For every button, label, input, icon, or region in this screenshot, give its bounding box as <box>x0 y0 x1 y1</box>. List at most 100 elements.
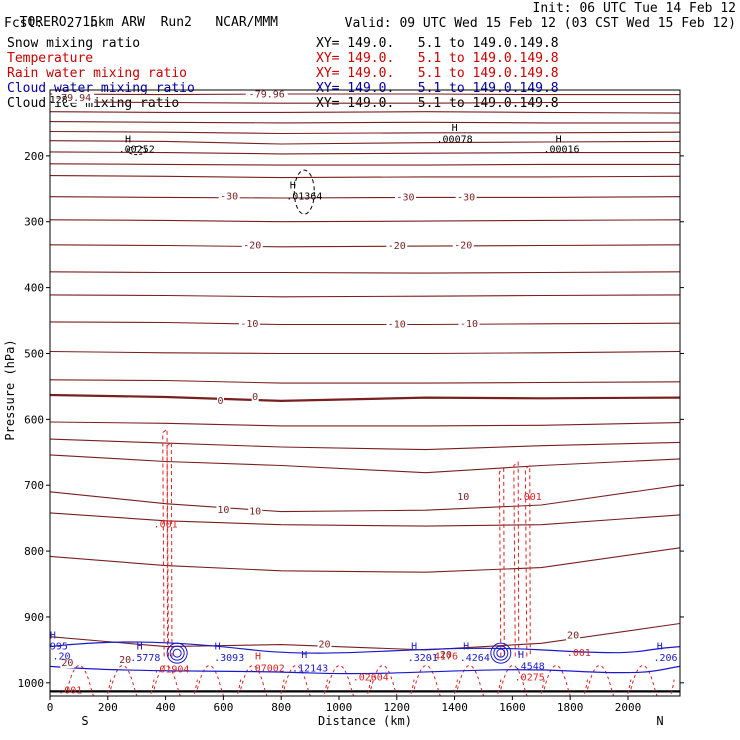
legend-item: Temperature <box>7 51 94 66</box>
cloud-water-label: .206 <box>654 653 678 664</box>
x-tick-label: 0 <box>47 701 54 714</box>
y-tick-label: 800 <box>24 545 44 558</box>
cloud-water-label: .1995 <box>38 642 68 653</box>
north-label: N <box>656 714 663 728</box>
temperature-label: 20 <box>319 640 331 651</box>
y-tick-label: 600 <box>24 413 44 426</box>
ice-label: .00078 <box>437 134 473 145</box>
temperature-contour <box>50 140 680 145</box>
run-label: Run2 <box>160 15 192 30</box>
cloud-water-high-marker: H <box>657 642 663 653</box>
label-bg <box>60 658 75 669</box>
temperature-contour <box>50 393 680 403</box>
temperature-contour <box>50 484 680 513</box>
rain-contour <box>456 665 502 696</box>
legend-xy-range: XY= 149.0. 5.1 to 149.0.149.8 <box>316 81 559 96</box>
rain-contour <box>110 665 155 696</box>
ice-high-marker: H <box>452 123 458 134</box>
label-bg <box>248 506 263 517</box>
cloud-water-label: .5778 <box>130 653 160 664</box>
x-tick-label: 1600 <box>499 701 526 714</box>
model-name: TORERO <box>19 15 67 30</box>
temperature-contour <box>50 93 680 96</box>
y-tick-label: 1000 <box>18 677 45 690</box>
cloud-water-high-marker: H <box>463 642 469 653</box>
org-label: NCAR/MMM <box>215 15 278 30</box>
ice-contour <box>293 169 315 215</box>
label-bg <box>456 492 471 503</box>
x-tick-label: 200 <box>98 701 118 714</box>
temperature-contour <box>50 622 680 651</box>
x-axis-title: Distance (km) <box>318 714 412 728</box>
rain-contour <box>524 464 531 657</box>
ice-high-marker: H <box>290 181 296 192</box>
valid-time: Valid: 09 UTC Wed 15 Feb 12 (03 CST Wed … <box>344 16 736 31</box>
label-bg <box>458 318 480 329</box>
temperature-contour <box>50 151 680 155</box>
x-tick-label: 400 <box>156 701 176 714</box>
rain-high-marker: H <box>255 651 261 662</box>
temperature-contour <box>50 421 680 427</box>
label-bg <box>52 92 95 103</box>
cloud-water-contour <box>166 642 188 664</box>
label-bg <box>217 395 225 406</box>
temperature-contour <box>50 379 680 384</box>
model-title: TORERO 15km ARW Run2 NCAR/MMM <box>4 2 278 30</box>
x-tick-label: 1000 <box>326 701 353 714</box>
cloud-water-contour <box>496 648 506 658</box>
rain-label: .07002 <box>249 663 285 674</box>
label-bg <box>438 650 453 661</box>
temperature-contour <box>50 454 680 474</box>
rain-label: .0275 <box>515 673 545 684</box>
rain-label: .02604 <box>353 673 389 684</box>
rain-contour <box>283 665 328 696</box>
temperature-contour <box>50 512 680 527</box>
rain-contour <box>587 665 632 696</box>
x-tick-label: 1400 <box>441 701 468 714</box>
ice-high-marker: H <box>125 134 131 145</box>
legend-item: Snow mixing ratio <box>7 36 141 51</box>
y-tick-label: 400 <box>24 282 44 295</box>
temperature-contour <box>50 163 680 166</box>
temperature-contour <box>50 130 680 135</box>
rain-contour <box>240 665 285 696</box>
legend-xy-range: XY= 149.0. 5.1 to 149.0.149.8 <box>316 66 559 81</box>
label-bg <box>386 241 408 252</box>
cloud-water-contour <box>490 642 512 664</box>
temperature-label: 10 <box>217 505 229 516</box>
y-tick-label: 500 <box>24 347 44 360</box>
label-bg <box>245 90 288 100</box>
temperature-label: -30 <box>396 192 414 203</box>
temperature-label: -20 <box>388 241 406 252</box>
y-tick-label: 900 <box>24 611 44 624</box>
label-bg <box>452 240 474 251</box>
temperature-contour <box>50 111 680 114</box>
cloud-water-contour <box>50 641 680 654</box>
ice-contour <box>127 146 147 156</box>
temperature-contour <box>50 321 680 326</box>
rain-contour <box>630 665 675 696</box>
label-bg <box>394 192 416 203</box>
temperature-label: -30 <box>457 192 475 203</box>
forecast-hour: Fcst: 27 h <box>4 17 98 31</box>
temperature-label: 10 <box>249 507 261 518</box>
south-label: S <box>81 714 88 728</box>
legend-xy-range: XY= 149.0. 5.1 to 149.0.149.8 <box>316 51 559 66</box>
cloud-water-contour <box>172 648 182 658</box>
temperature-label: 10 <box>457 492 469 503</box>
cloud-water-high-marker: H <box>518 650 524 661</box>
rain-label: .001 <box>58 686 82 697</box>
temperature-label: 0 <box>217 396 223 407</box>
temperature-contour <box>50 294 680 298</box>
fcst-value: 27 h <box>66 16 98 31</box>
temperature-label: 0 <box>252 392 258 403</box>
ice-label: .00252 <box>119 144 155 155</box>
rain-label: .4176 <box>428 651 458 662</box>
rain-label: .001 <box>154 520 178 531</box>
label-bg <box>218 191 240 202</box>
init-time: Init: 06 UTC Tue 14 Feb 12 <box>532 1 737 16</box>
rain-contour <box>162 428 169 657</box>
temperature-contour <box>50 101 680 104</box>
temperature-contour <box>50 196 680 199</box>
rain-contour <box>196 665 242 696</box>
